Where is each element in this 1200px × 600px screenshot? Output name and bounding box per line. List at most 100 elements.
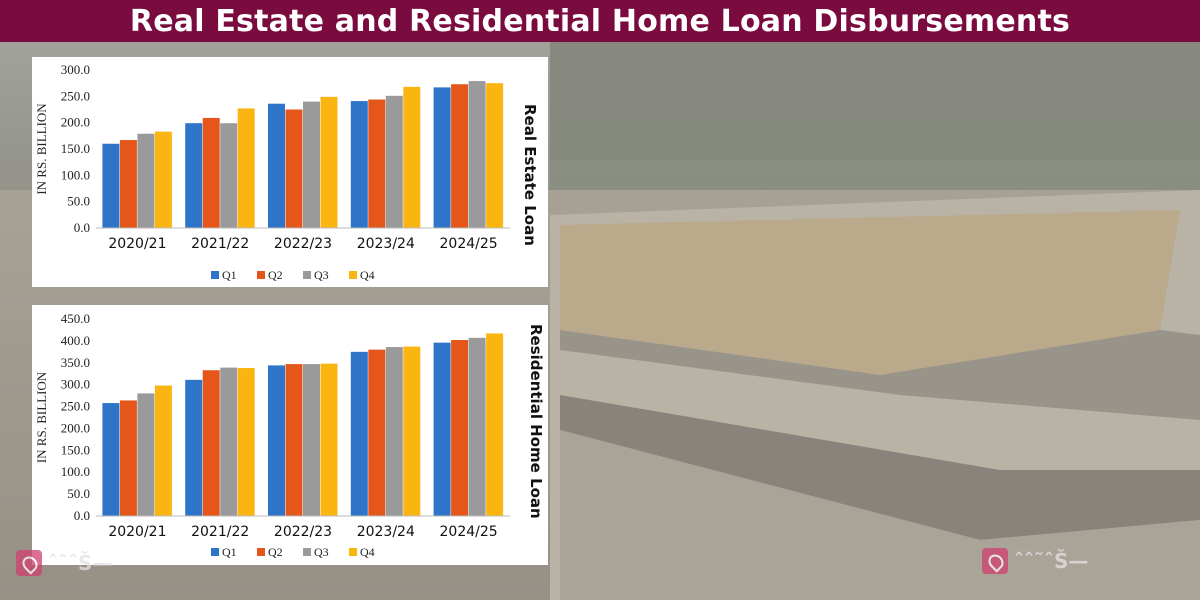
x-tick-label: 2024/25 xyxy=(440,524,498,540)
watermark-left-text: ˆ˜ˆŠ— xyxy=(48,551,113,575)
bar-q3-2020-21 xyxy=(137,133,155,228)
bar-q3-2024-25 xyxy=(468,337,486,516)
bar-q4-2023-24 xyxy=(403,346,421,516)
residential-home-loan-chart: 0.0 50.0 100.0 150.0 200.0 250.0 300.0 350.0 400… xyxy=(34,311,510,559)
bar-q2-2023-24 xyxy=(368,349,386,516)
x-tick-label: 2020/21 xyxy=(108,236,166,252)
y-tick-label: 100.0 xyxy=(61,464,90,479)
bar-q1-2023-24 xyxy=(350,351,368,516)
bar-q4-2024-25 xyxy=(486,83,504,229)
x-tick-label: 2024/25 xyxy=(440,236,498,252)
x-tick-label: 2021/22 xyxy=(191,236,249,252)
y-tick-label: 300.0 xyxy=(61,377,90,392)
legend-label-q1: Q1 xyxy=(222,545,237,559)
residential-side-label-box: Residential Home Loan xyxy=(521,322,547,519)
bar-q2-2024-25 xyxy=(451,84,469,228)
bar-q2-2023-24 xyxy=(368,99,386,228)
legend-label-q3: Q3 xyxy=(314,545,329,559)
x-tick-label: 2022/23 xyxy=(274,524,332,540)
y-tick-label: 450.0 xyxy=(61,311,90,326)
bar-q2-2024-25 xyxy=(451,340,469,516)
bar-q1-2021-22 xyxy=(185,123,203,228)
y-axis-label: IN RS. BILLION xyxy=(34,371,49,463)
bar-q2-2021-22 xyxy=(202,370,220,516)
legend-label-q4: Q4 xyxy=(360,545,375,559)
bar-q2-2021-22 xyxy=(202,117,220,228)
bar-q3-2022-23 xyxy=(303,101,320,228)
y-tick-label: 300.0 xyxy=(61,62,90,77)
residential-chart-panel: 0.0 50.0 100.0 150.0 200.0 250.0 300.0 350.0 400… xyxy=(32,305,548,565)
x-tick-label: 2023/24 xyxy=(357,236,415,252)
bar-q4-2020-21 xyxy=(154,385,172,516)
bar-q3-2021-22 xyxy=(220,123,238,228)
bar-q2-2020-21 xyxy=(119,400,137,516)
bar-q1-2023-24 xyxy=(350,101,368,228)
legend-swatch-q4 xyxy=(349,271,357,279)
bar-q2-2020-21 xyxy=(119,140,137,228)
watermark-left: ˆ˜ˆŠ— xyxy=(16,550,112,576)
real-estate-side-label: Real Estate Loan xyxy=(521,104,539,246)
y-tick-label: 0.0 xyxy=(74,220,90,235)
y-tick-label: 400.0 xyxy=(61,333,90,348)
y-tick-label: 50.0 xyxy=(67,486,90,501)
brand-logo-icon xyxy=(982,548,1008,574)
y-tick-label: 350.0 xyxy=(61,355,90,370)
page-title: Real Estate and Residential Home Loan Di… xyxy=(129,3,1071,39)
bar-q1-2020-21 xyxy=(102,143,120,228)
bar-q2-2022-23 xyxy=(285,364,303,516)
bar-q3-2024-25 xyxy=(468,81,486,228)
brand-logo-icon xyxy=(16,550,42,576)
bar-q3-2023-24 xyxy=(385,347,403,516)
bar-q1-2024-25 xyxy=(433,342,451,516)
x-tick-label: 2022/23 xyxy=(274,236,332,252)
real-estate-side-label-box: Real Estate Loan xyxy=(515,100,541,246)
legend-label-q4: Q4 xyxy=(360,268,375,282)
bar-q4-2021-22 xyxy=(237,108,255,228)
y-tick-label: 200.0 xyxy=(61,420,90,435)
bar-q2-2022-23 xyxy=(285,109,303,228)
y-tick-label: 150.0 xyxy=(61,442,90,457)
y-tick-label: 250.0 xyxy=(61,399,90,414)
bar-q4-2022-23 xyxy=(320,363,338,516)
legend-label-q2: Q2 xyxy=(268,268,283,282)
bar-q3-2021-22 xyxy=(220,367,238,516)
bar-q3-2020-21 xyxy=(137,393,155,516)
y-tick-label: 250.0 xyxy=(61,88,90,103)
legend-label-q2: Q2 xyxy=(268,545,283,559)
watermark-right-text: ˆˆ˜ˆŠ— xyxy=(1014,549,1089,573)
bar-q4-2024-25 xyxy=(486,333,504,516)
bar-q4-2020-21 xyxy=(154,131,172,228)
y-axis-label: IN RS. BILLION xyxy=(34,103,49,195)
bar-q1-2022-23 xyxy=(268,365,285,516)
watermark-right: ˆˆ˜ˆŠ— xyxy=(982,548,1088,574)
legend-swatch-q1 xyxy=(211,548,219,556)
residential-side-label: Residential Home Loan xyxy=(527,324,545,519)
bar-q4-2021-22 xyxy=(237,368,255,516)
real-estate-loan-chart: 0.0 50.0 100.0 150.0 200.0 250.0 300.0 2020/21 2… xyxy=(34,62,510,282)
y-tick-label: 0.0 xyxy=(74,508,90,523)
bar-q1-2021-22 xyxy=(185,379,203,516)
y-tick-label: 200.0 xyxy=(61,115,90,130)
legend-swatch-q2 xyxy=(257,271,265,279)
x-tick-label: 2020/21 xyxy=(108,524,166,540)
y-tick-label: 100.0 xyxy=(61,167,90,182)
bar-q3-2023-24 xyxy=(385,95,403,228)
legend-swatch-q1 xyxy=(211,271,219,279)
title-bar: Real Estate and Residential Home Loan Di… xyxy=(0,0,1200,42)
bar-q1-2020-21 xyxy=(102,403,120,516)
legend-swatch-q3 xyxy=(303,271,311,279)
legend-label-q1: Q1 xyxy=(222,268,237,282)
bar-q3-2022-23 xyxy=(303,364,320,516)
legend-label-q3: Q3 xyxy=(314,268,329,282)
x-tick-label: 2023/24 xyxy=(357,524,415,540)
bar-q4-2022-23 xyxy=(320,96,338,228)
y-tick-label: 150.0 xyxy=(61,141,90,156)
legend-swatch-q3 xyxy=(303,548,311,556)
x-tick-label: 2021/22 xyxy=(191,524,249,540)
bar-q1-2022-23 xyxy=(268,103,285,228)
legend-swatch-q4 xyxy=(349,548,357,556)
legend-swatch-q2 xyxy=(257,548,265,556)
bar-q4-2023-24 xyxy=(403,86,421,228)
bar-q1-2024-25 xyxy=(433,87,451,228)
